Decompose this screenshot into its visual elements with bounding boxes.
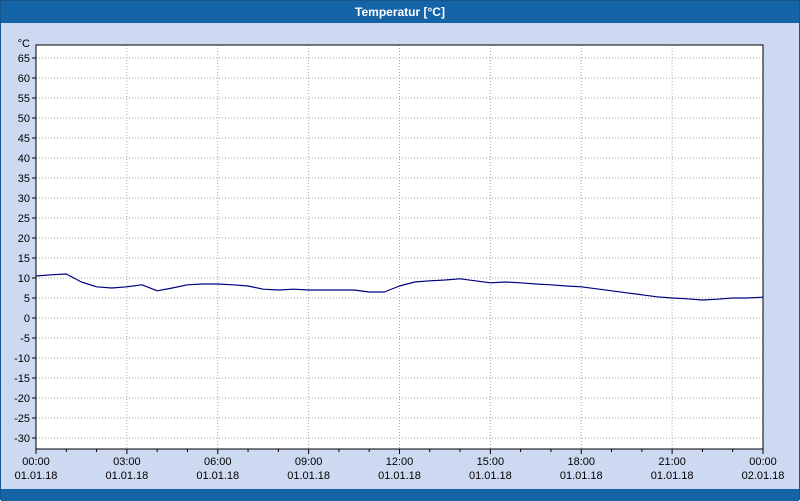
svg-text:01.01.18: 01.01.18 [560, 470, 603, 482]
svg-text:35: 35 [18, 173, 30, 185]
svg-text:5: 5 [24, 293, 30, 305]
svg-text:12:00: 12:00 [386, 456, 414, 468]
svg-text:00:00: 00:00 [749, 456, 777, 468]
svg-text:25: 25 [18, 213, 30, 225]
svg-text:15:00: 15:00 [477, 456, 505, 468]
bottom-scrollbar[interactable] [1, 489, 799, 501]
svg-text:55: 55 [18, 93, 30, 105]
chart-area: -30 -25 -20 -15 -10 -5 0 5 10 15 20 25 30 35 40 45 50 55 6… [1, 23, 799, 489]
svg-text:30: 30 [18, 193, 30, 205]
svg-text:01.01.18: 01.01.18 [469, 470, 512, 482]
svg-text:-20: -20 [14, 393, 30, 405]
svg-text:°C: °C [18, 38, 30, 50]
title-bar[interactable]: Temperatur [°C] [1, 1, 799, 23]
svg-text:01.01.18: 01.01.18 [651, 470, 694, 482]
svg-text:09:00: 09:00 [295, 456, 323, 468]
svg-text:45: 45 [18, 133, 30, 145]
svg-text:01.01.18: 01.01.18 [105, 470, 148, 482]
svg-text:-5: -5 [20, 333, 30, 345]
svg-text:-25: -25 [14, 413, 30, 425]
svg-text:01.01.18: 01.01.18 [15, 470, 58, 482]
svg-text:50: 50 [18, 113, 30, 125]
svg-text:-10: -10 [14, 353, 30, 365]
temperature-chart: -30 -25 -20 -15 -10 -5 0 5 10 15 20 25 30 35 40 45 50 55 6… [14, 38, 785, 482]
svg-text:01.01.18: 01.01.18 [287, 470, 330, 482]
svg-text:00:00: 00:00 [22, 456, 50, 468]
window-title: Temperatur [°C] [355, 5, 445, 19]
svg-text:65: 65 [18, 53, 30, 65]
svg-text:60: 60 [18, 73, 30, 85]
svg-text:01.01.18: 01.01.18 [378, 470, 421, 482]
svg-text:18:00: 18:00 [567, 456, 595, 468]
svg-text:-15: -15 [14, 373, 30, 385]
svg-text:03:00: 03:00 [113, 456, 141, 468]
svg-text:01.01.18: 01.01.18 [196, 470, 239, 482]
svg-text:-30: -30 [14, 433, 30, 445]
svg-text:20: 20 [18, 233, 30, 245]
svg-text:0: 0 [24, 313, 30, 325]
svg-text:06:00: 06:00 [204, 456, 232, 468]
svg-text:10: 10 [18, 273, 30, 285]
svg-text:02.01.18: 02.01.18 [742, 470, 785, 482]
svg-text:40: 40 [18, 153, 30, 165]
svg-text:21:00: 21:00 [658, 456, 686, 468]
svg-text:15: 15 [18, 253, 30, 265]
